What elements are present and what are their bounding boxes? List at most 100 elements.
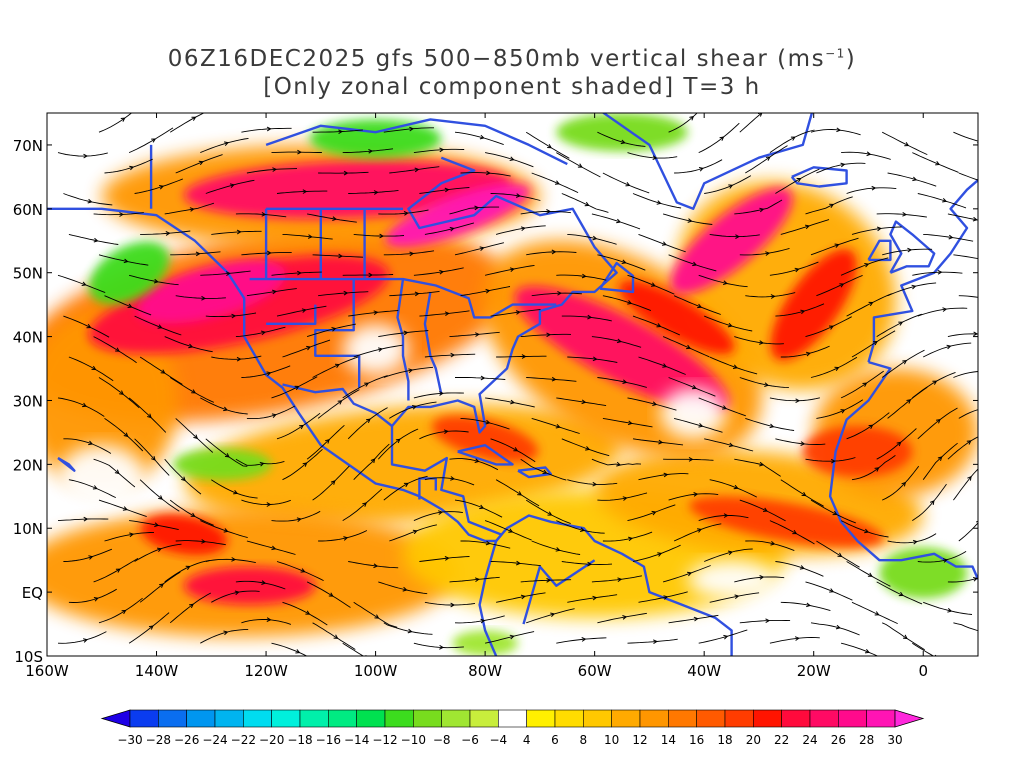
streamline-arrow: [769, 423, 775, 429]
streamline: [709, 479, 758, 498]
streamline-arrow: [223, 630, 229, 636]
streamline-arrow: [835, 624, 841, 630]
streamline: [317, 389, 360, 419]
colorbar-label: 10: [604, 733, 619, 747]
colorbar-label: 16: [689, 733, 704, 747]
streamline-arrow: [723, 634, 729, 640]
streamline-arrow: [625, 181, 631, 187]
streamline-arrow: [508, 528, 514, 533]
streamline: [128, 397, 167, 433]
streamline-arrow: [236, 356, 242, 362]
streamline-arrow: [87, 198, 93, 204]
streamline-arrow: [379, 233, 385, 239]
streamline: [276, 561, 324, 582]
streamline: [211, 590, 260, 603]
streamline: [241, 252, 292, 256]
latitude-axis: 70N 60N 50N 40N 30N 20N 10N EQ 10S: [13, 137, 978, 666]
shading-patch: [556, 113, 688, 152]
streamline-arrow: [412, 529, 418, 535]
streamline: [348, 310, 399, 317]
streamline-arrow: [722, 405, 728, 410]
streamline: [704, 315, 753, 332]
shading-patch: [172, 448, 272, 481]
streamline-arrow: [627, 420, 633, 426]
streamline-arrow: [474, 577, 480, 583]
streamline-arrow: [439, 147, 445, 153]
streamline: [419, 430, 469, 440]
streamline: [632, 193, 682, 209]
streamline: [958, 172, 978, 181]
lon-tick-label: 140W: [135, 662, 179, 680]
streamline: [485, 152, 534, 168]
streamline: [912, 152, 959, 173]
streamline-arrow: [301, 308, 307, 313]
streamline-arrow: [148, 625, 154, 630]
streamline: [591, 213, 641, 230]
streamline-arrow: [651, 510, 657, 516]
streamline: [775, 561, 824, 577]
streamline-arrow: [834, 243, 840, 248]
streamline-arrow: [840, 409, 846, 414]
streamline-arrow: [296, 270, 302, 276]
streamline-arrow: [868, 301, 874, 307]
streamline: [602, 417, 653, 428]
streamline: [780, 479, 824, 507]
streamline-arrow: [259, 461, 265, 467]
streamline: [389, 166, 440, 174]
streamline: [454, 242, 505, 256]
streamline-arrow: [485, 288, 491, 294]
streamline: [169, 499, 214, 526]
streamline-arrow: [338, 129, 344, 135]
streamline-arrow: [266, 502, 272, 507]
streamline-arrow: [864, 528, 870, 534]
streamline-arrow: [547, 511, 553, 516]
streamline-arrow: [480, 375, 486, 381]
colorbar-label: 4: [523, 733, 531, 747]
streamline: [840, 520, 889, 538]
streamline-arrow: [450, 352, 456, 358]
streamline-arrow: [510, 399, 516, 405]
streamline-arrow: [577, 163, 583, 168]
streamline: [312, 622, 356, 650]
colorbar-box: [441, 709, 471, 728]
streamline: [164, 458, 202, 495]
streamline: [413, 267, 464, 276]
streamline: [591, 575, 642, 583]
streamline: [567, 356, 618, 363]
lon-tick-label: 0: [918, 662, 928, 680]
streamline: [912, 271, 963, 276]
colorbar-box: [498, 709, 527, 728]
coastline-segment: [314, 279, 361, 388]
streamline: [246, 405, 296, 420]
streamline-arrow: [223, 528, 229, 533]
colorbar-box: [781, 709, 811, 728]
streamline: [597, 131, 646, 147]
streamline: [484, 264, 535, 276]
streamline: [490, 438, 536, 463]
streamline: [495, 225, 546, 235]
streamline: [805, 581, 853, 601]
streamline: [389, 290, 440, 297]
streamline: [383, 366, 434, 378]
streamline-arrow: [403, 330, 409, 336]
colorbar-label: 18: [717, 733, 732, 747]
streamline-arrow: [765, 618, 771, 624]
streamline: [775, 303, 825, 317]
shading-patch: [660, 387, 727, 439]
streamline-arrow: [120, 117, 126, 122]
streamline: [98, 377, 140, 409]
streamline: [810, 356, 858, 378]
streamline-arrow: [374, 614, 380, 619]
streamline-arrow: [663, 595, 669, 600]
streamline: [282, 601, 328, 626]
streamline: [128, 612, 170, 644]
streamline: [413, 511, 463, 522]
streamline: [591, 336, 642, 348]
streamline-arrow: [896, 441, 902, 447]
streamline: [241, 127, 292, 133]
streamline-arrow: [840, 162, 846, 168]
streamline: [139, 479, 180, 512]
shading-patch: [689, 496, 884, 548]
streamline-arrow: [735, 234, 740, 239]
streamline-arrow: [233, 489, 239, 495]
